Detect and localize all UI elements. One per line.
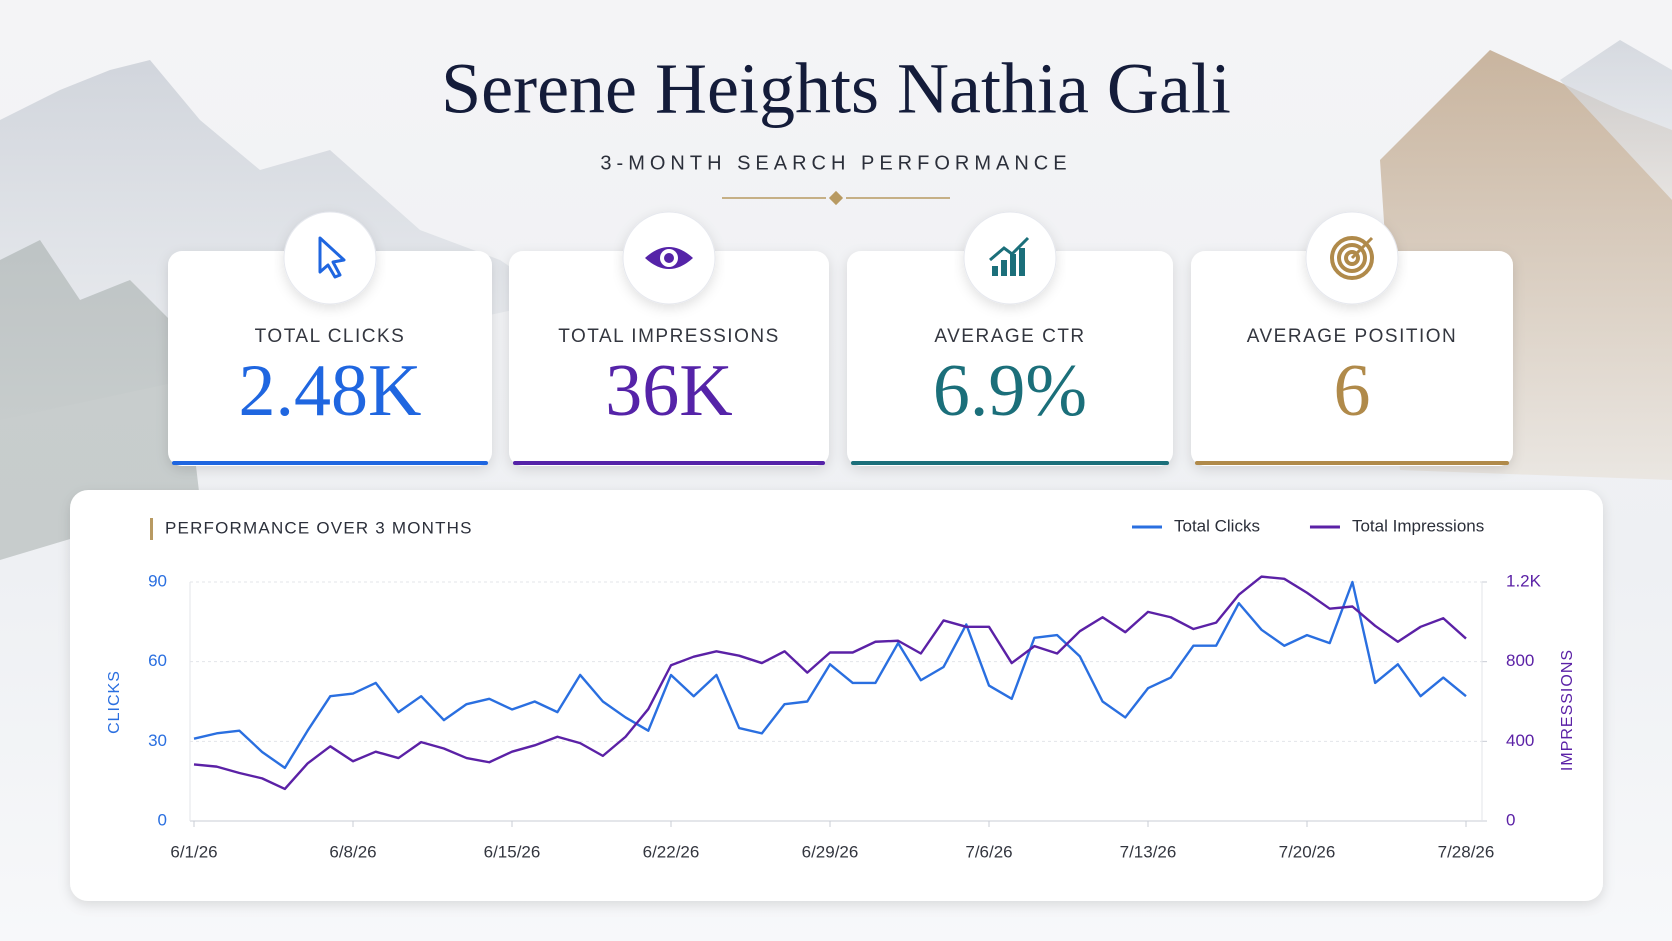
kpi-card: TOTAL IMPRESSIONS 36K (509, 211, 829, 466)
kpi-row: TOTAL CLICKS 2.48K TOTAL IMPRESSIONS 36K AVE… (168, 211, 1513, 466)
icon-bar (992, 266, 998, 276)
x-tick-label: 6/1/26 (170, 842, 217, 861)
x-tick-label: 6/8/26 (329, 842, 376, 861)
chart: PERFORMANCE OVER 3 MONTHS 0 30 60 90 0 400 800 1… (106, 516, 1576, 861)
icon-bar (1001, 260, 1007, 276)
y2-tick-label: 0 (1506, 810, 1515, 829)
kpi-card-bg (168, 251, 492, 466)
page-title: Serene Heights Nathia Gali (441, 49, 1231, 129)
y-tick-label: 60 (148, 651, 167, 670)
y-tick-label: 90 (148, 571, 167, 590)
series-line (193, 575, 1467, 791)
legend-label: Total Clicks (1174, 516, 1260, 535)
kpi-icon-bg (283, 211, 377, 305)
kpi-label: AVERAGE POSITION (1247, 326, 1458, 347)
kpi-label: TOTAL IMPRESSIONS (558, 326, 780, 347)
kpi-accent (1195, 461, 1509, 465)
icon-target-ring (1344, 250, 1360, 266)
title-accent (150, 518, 153, 540)
y-tick-label: 30 (148, 731, 167, 750)
y2-tick-label: 800 (1506, 651, 1534, 670)
kpi-value: 36K (605, 350, 732, 432)
page-subtitle: 3-MONTH SEARCH PERFORMANCE (600, 152, 1071, 174)
icon-bar (1019, 248, 1025, 276)
forest (0, 240, 200, 560)
icon-target-ring (1337, 243, 1367, 273)
icon-cursor (318, 236, 346, 279)
y2-tick-label: 1.2K (1506, 571, 1542, 590)
kpi-accent (172, 461, 488, 465)
kpi-value: 6 (1334, 350, 1371, 432)
kpi-label: TOTAL CLICKS (255, 326, 406, 347)
x-tick-label: 6/22/26 (643, 842, 700, 861)
icon-bar (1010, 254, 1016, 276)
mountain (1560, 40, 1672, 200)
kpi-card-bg (847, 251, 1173, 466)
kpi-card-bg (509, 251, 829, 466)
chart-title: PERFORMANCE OVER 3 MONTHS (165, 518, 473, 537)
x-tick-label: 6/15/26 (484, 842, 541, 861)
legend-label: Total Impressions (1352, 516, 1484, 535)
divider-diamond (828, 190, 844, 206)
y-tick-label: 0 (158, 810, 167, 829)
x-tick-label: 7/13/26 (1120, 842, 1177, 861)
x-tick-label: 6/29/26 (802, 842, 859, 861)
y2-axis-label: IMPRESSIONS (1559, 649, 1576, 771)
kpi-card: AVERAGE POSITION 6 (1191, 211, 1513, 466)
chart-card (70, 490, 1603, 901)
y-axis-label: CLICKS (106, 670, 123, 734)
icon-arrow (989, 236, 1030, 262)
kpi-card: TOTAL CLICKS 2.48K (168, 211, 492, 466)
kpi-accent (513, 461, 825, 465)
x-tick-label: 7/28/26 (1438, 842, 1495, 861)
kpi-card: AVERAGE CTR 6.9% (847, 211, 1173, 466)
x-tick-label: 7/6/26 (965, 842, 1012, 861)
kpi-value: 6.9% (933, 350, 1087, 432)
icon-eye-pupil (664, 253, 674, 263)
kpi-accent (851, 461, 1169, 465)
series-line (193, 580, 1467, 770)
kpi-value: 2.48K (239, 350, 422, 432)
kpi-card-bg (1191, 251, 1513, 466)
kpi-label: AVERAGE CTR (934, 326, 1085, 347)
x-tick-label: 7/20/26 (1279, 842, 1336, 861)
icon-target-ring (1330, 236, 1374, 280)
y2-tick-label: 400 (1506, 731, 1534, 750)
icon-dart (1350, 236, 1374, 260)
